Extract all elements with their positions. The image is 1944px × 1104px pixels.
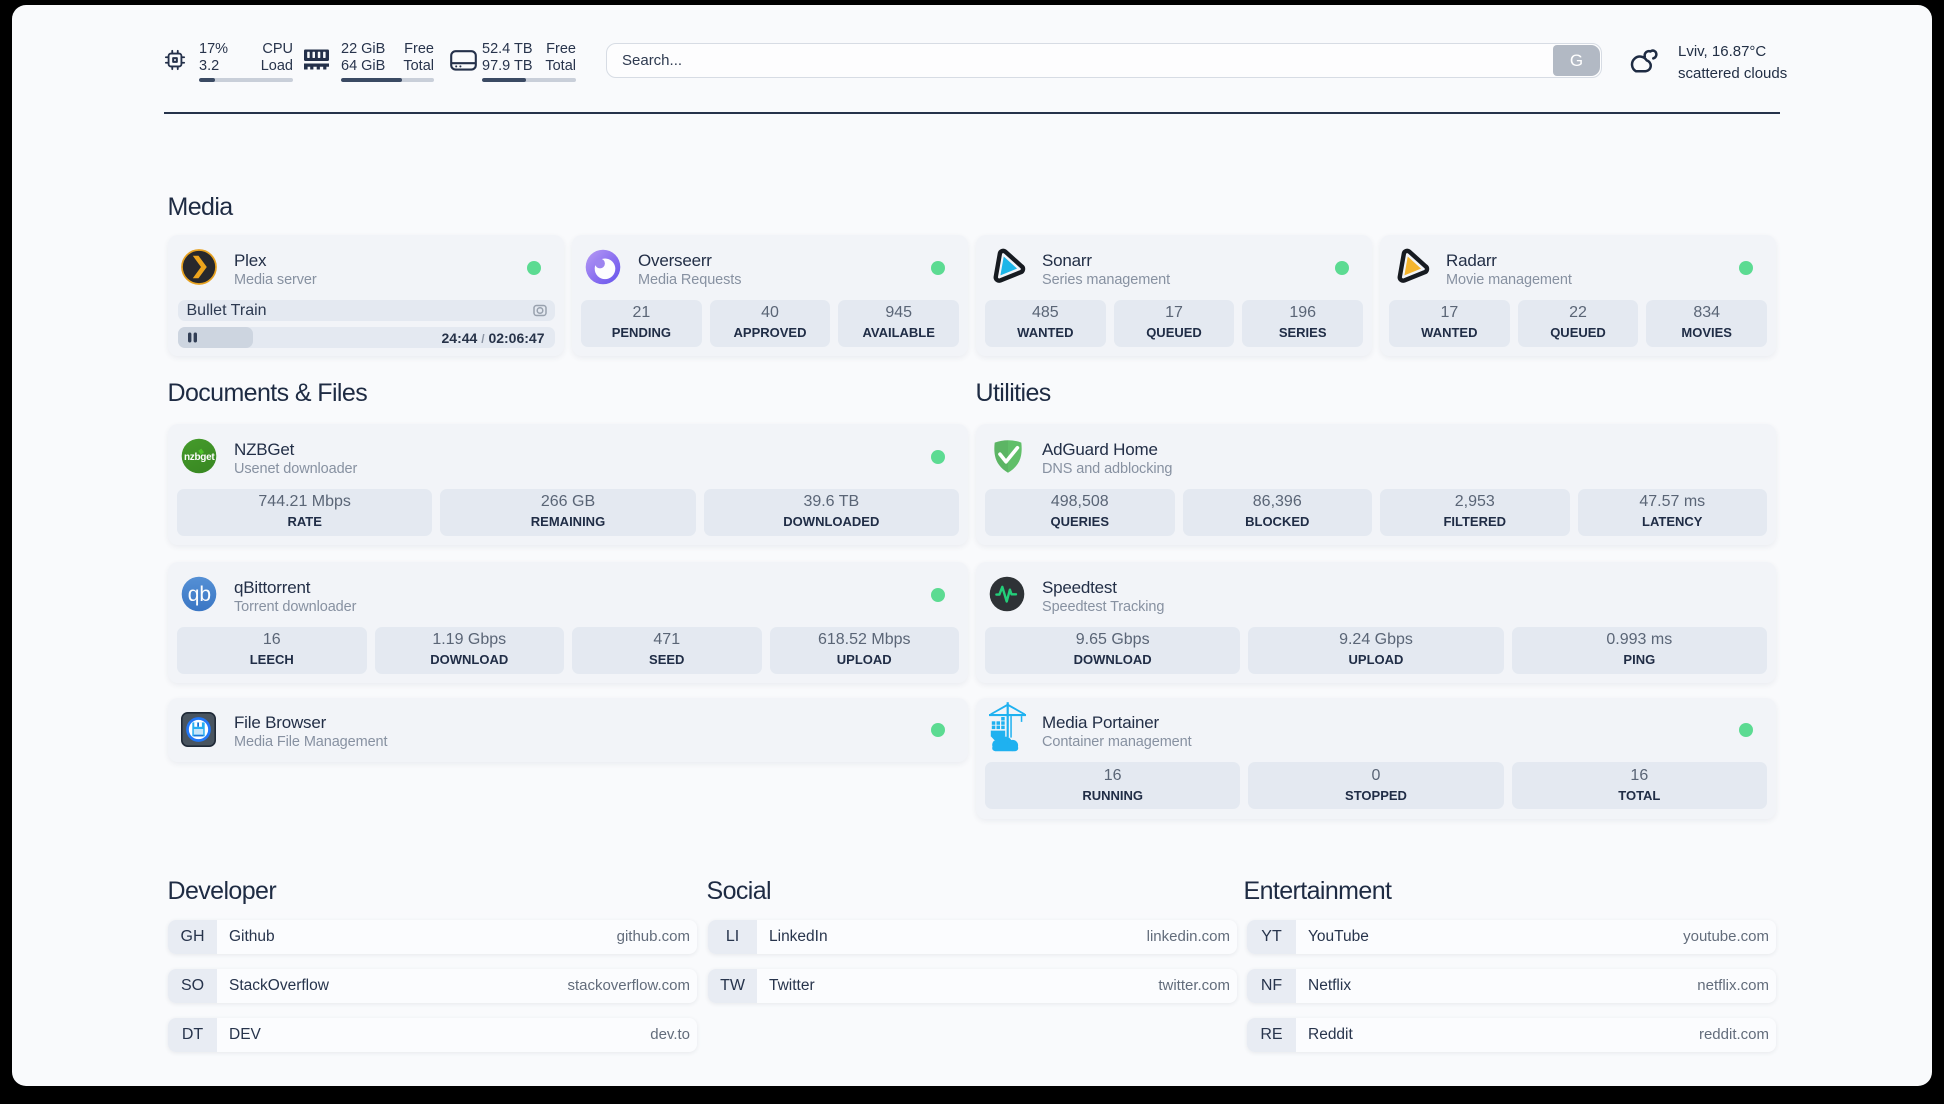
svg-text:qb: qb: [188, 583, 211, 606]
svg-text:nzbget: nzbget: [184, 452, 215, 463]
